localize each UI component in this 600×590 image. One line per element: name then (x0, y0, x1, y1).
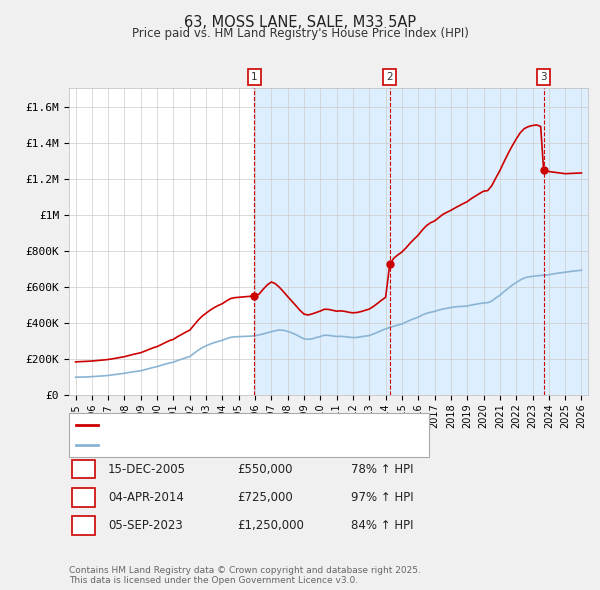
Text: 84% ↑ HPI: 84% ↑ HPI (351, 519, 413, 532)
Text: 1: 1 (80, 463, 87, 476)
Text: 78% ↑ HPI: 78% ↑ HPI (351, 463, 413, 476)
Text: 2: 2 (386, 73, 393, 83)
Bar (254, 88, 390, 395)
Text: 1: 1 (251, 73, 258, 83)
Text: HPI: Average price, detached house, Trafford: HPI: Average price, detached house, Traf… (100, 440, 334, 450)
Text: £550,000: £550,000 (237, 463, 293, 476)
Text: 04-APR-2014: 04-APR-2014 (108, 491, 184, 504)
Text: 63, MOSS LANE, SALE, M33 5AP (detached house): 63, MOSS LANE, SALE, M33 5AP (detached h… (100, 421, 361, 430)
Text: £1,250,000: £1,250,000 (237, 519, 304, 532)
Text: 3: 3 (80, 519, 87, 532)
Text: 97% ↑ HPI: 97% ↑ HPI (351, 491, 413, 504)
Text: Price paid vs. HM Land Registry's House Price Index (HPI): Price paid vs. HM Land Registry's House … (131, 27, 469, 40)
Text: 05-SEP-2023: 05-SEP-2023 (108, 519, 183, 532)
Bar (390, 88, 544, 395)
Text: 15-DEC-2005: 15-DEC-2005 (108, 463, 186, 476)
Text: 3: 3 (540, 73, 547, 83)
Text: 63, MOSS LANE, SALE, M33 5AP: 63, MOSS LANE, SALE, M33 5AP (184, 15, 416, 30)
Text: £725,000: £725,000 (237, 491, 293, 504)
Bar (544, 88, 588, 395)
Text: Contains HM Land Registry data © Crown copyright and database right 2025.
This d: Contains HM Land Registry data © Crown c… (69, 566, 421, 585)
Text: 2: 2 (80, 491, 87, 504)
